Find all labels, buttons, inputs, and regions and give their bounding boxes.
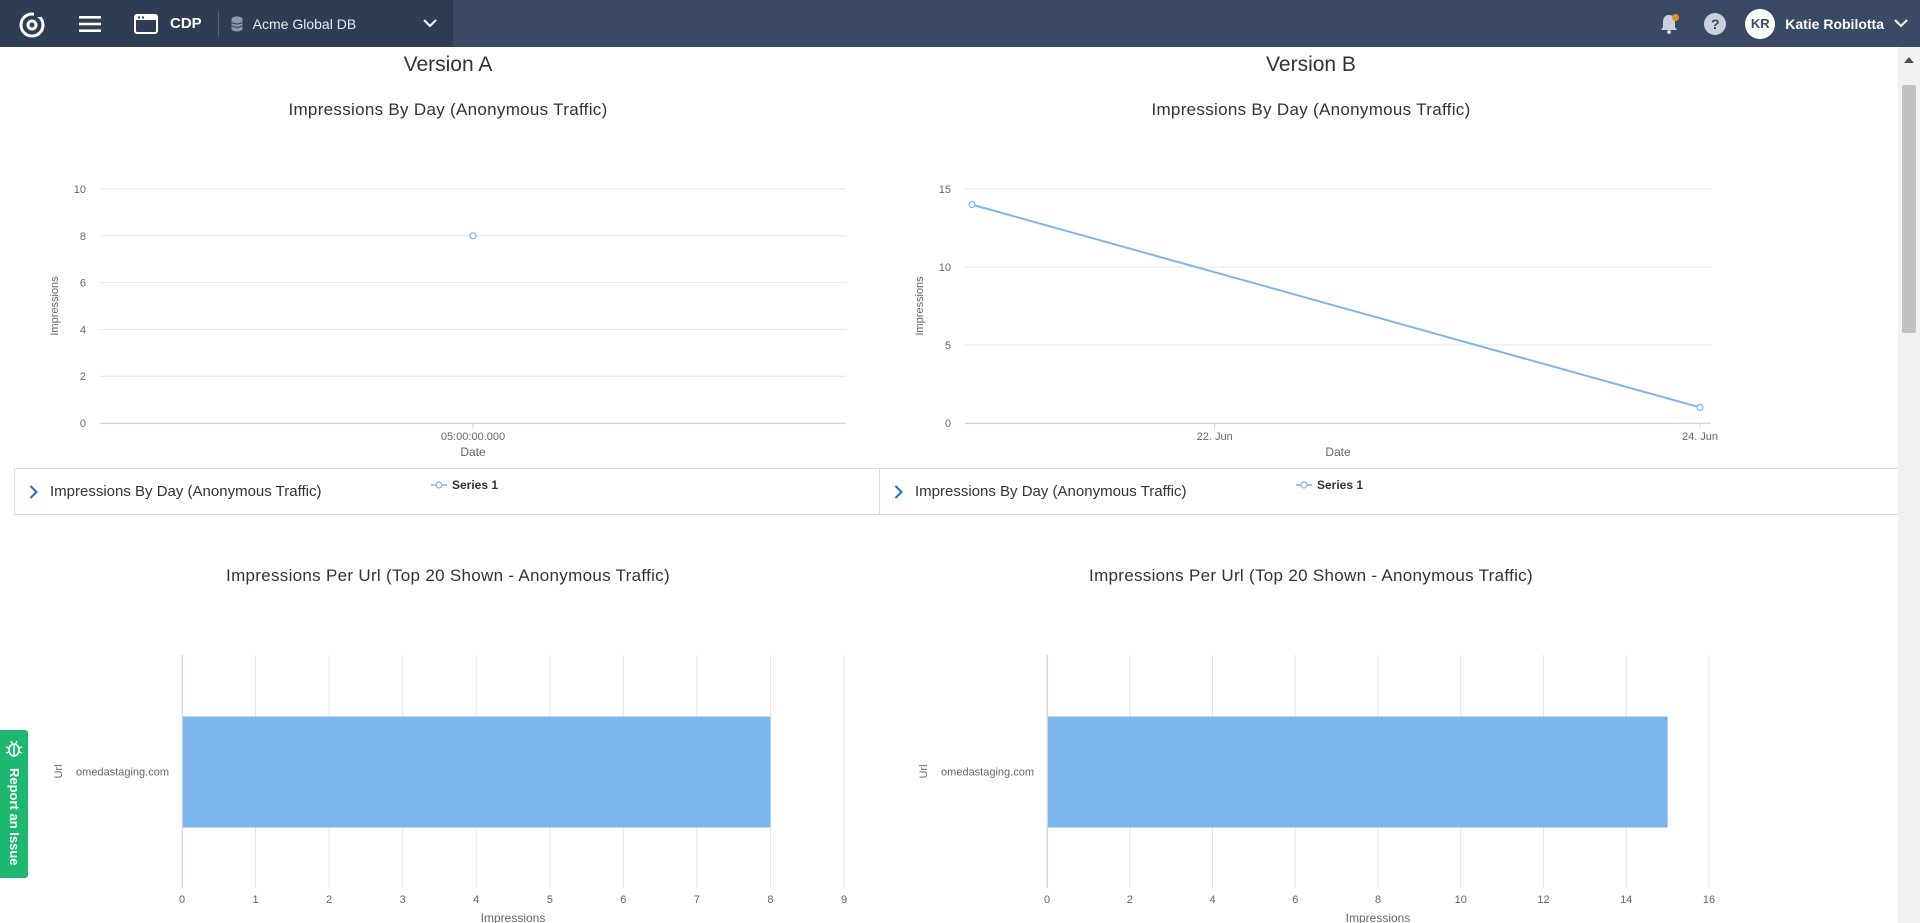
version-b-impressions-per-url-chart: 0 2 4 6 8 10 12 14 16 omedastaging.com Url Impressi… — [918, 655, 1715, 923]
data-point — [469, 232, 477, 240]
notifications-button[interactable] — [1649, 0, 1689, 47]
x-tick-label: 6 — [620, 894, 626, 906]
x-tick-label: 22. Jun — [1197, 431, 1233, 443]
help-button[interactable]: ? — [1689, 0, 1741, 47]
version-b-title: Version B — [1266, 53, 1356, 76]
top-navigation-bar: CDP Acme Global DB ? — [0, 0, 1920, 47]
x-tick-label: 16 — [1703, 894, 1715, 906]
y-tick-label: 2 — [80, 371, 86, 383]
bug-icon — [5, 740, 23, 757]
topbar-left-group: CDP Acme Global DB — [0, 0, 453, 47]
version-b-line-chart-title: Impressions By Day (Anonymous Traffic) — [1151, 100, 1471, 119]
report-issue-tab[interactable]: Report an Issue — [0, 730, 28, 878]
chevron-down-icon — [423, 19, 437, 28]
app-logo-icon — [19, 10, 45, 37]
data-point — [1696, 403, 1704, 411]
app-name: CDP — [170, 15, 202, 32]
topbar-divider — [217, 10, 219, 37]
version-a-title: Version A — [403, 53, 493, 76]
version-a-accordion-toggle[interactable]: Impressions By Day (Anonymous Traffic) — [15, 469, 880, 514]
version-b-accordion-label: Impressions By Day (Anonymous Traffic) — [915, 483, 1187, 500]
x-tick-label: 8 — [767, 894, 773, 906]
y-tick-label: 5 — [945, 340, 951, 352]
y-axis-label: Impressions — [49, 276, 61, 336]
x-tick-label: 2 — [326, 894, 332, 906]
x-tick-label: 12 — [1537, 894, 1549, 906]
app-switcher-button[interactable]: CDP — [116, 0, 212, 47]
y-tick-label: 0 — [80, 418, 86, 430]
x-tick-label: 0 — [179, 894, 185, 906]
y-tick-label: 6 — [80, 278, 86, 290]
y-axis-label: Url — [53, 764, 65, 778]
version-a-impressions-by-day-chart: 0 2 4 6 8 10 Impressions Date 05:00:00.000 Series… — [49, 184, 846, 492]
y-tick-label: 0 — [945, 418, 951, 430]
vertical-scrollbar[interactable] — [1898, 47, 1920, 923]
x-tick-label: 9 — [841, 894, 847, 906]
version-b-impressions-by-day-chart: 0 5 10 15 Impressions Date 22. Jun 24. Jun Serie… — [914, 184, 1718, 492]
x-tick-label: 14 — [1620, 894, 1632, 906]
y-axis-label: Url — [918, 764, 930, 778]
x-tick-label: 2 — [1127, 894, 1133, 906]
data-point — [968, 200, 976, 209]
version-a-accordion-label: Impressions By Day (Anonymous Traffic) — [50, 483, 322, 500]
chevron-right-icon — [894, 484, 903, 499]
report-content: Version A Version B Impressions By Day (… — [0, 47, 1898, 923]
x-tick-label: 24. Jun — [1682, 431, 1718, 443]
topbar-right-group: ? KR Katie Robilotta — [1649, 0, 1920, 47]
version-a-impressions-per-url-chart: 0 1 2 3 4 5 6 7 8 9 omedastaging.com Url Impressions… — [53, 655, 847, 923]
x-tick-label: 1 — [252, 894, 258, 906]
y-tick-label: 10 — [74, 184, 86, 196]
x-tick-label: 7 — [694, 894, 700, 906]
y-tick-label: 8 — [80, 231, 86, 243]
home-logo-button[interactable] — [0, 0, 64, 47]
x-tick-label: 4 — [1209, 894, 1215, 906]
report-issue-label: Report an Issue — [7, 768, 22, 866]
version-b-bar-chart-title: Impressions Per Url (Top 20 Shown - Anon… — [1089, 566, 1533, 585]
avatar: KR — [1745, 8, 1776, 39]
series-line — [971, 203, 1701, 409]
hamburger-menu-button[interactable] — [64, 0, 116, 47]
x-tick-label: 10 — [1455, 894, 1467, 906]
legend-point-marker — [1300, 481, 1308, 489]
database-name: Acme Global DB — [252, 15, 357, 32]
x-tick-label: 05:00:00.000 — [441, 431, 505, 443]
y-tick-label: 4 — [80, 324, 86, 336]
x-tick-label: 5 — [547, 894, 553, 906]
chart-data-accordion-row: Impressions By Day (Anonymous Traffic) I… — [14, 468, 1898, 515]
x-axis-label: Impressions — [481, 911, 546, 923]
x-tick-label: 3 — [400, 894, 406, 906]
x-tick-label: 6 — [1292, 894, 1298, 906]
bar — [1048, 716, 1668, 828]
database-icon — [230, 16, 243, 31]
chevron-right-icon — [29, 484, 38, 499]
y-tick-label: 15 — [939, 184, 951, 196]
scroll-up-arrow-icon[interactable] — [1904, 57, 1914, 63]
bar — [183, 716, 771, 828]
x-axis-label: Date — [460, 445, 486, 459]
x-tick-label: 8 — [1375, 894, 1381, 906]
y-axis-label: Impressions — [914, 276, 926, 336]
x-axis-label: Impressions — [1346, 911, 1411, 923]
help-icon: ? — [1704, 12, 1727, 35]
version-b-accordion-toggle[interactable]: Impressions By Day (Anonymous Traffic) — [880, 469, 1898, 514]
legend-item-label: Series 1 — [1317, 478, 1363, 492]
y-tick-label: 10 — [939, 262, 951, 274]
notification-dot — [1672, 14, 1680, 21]
y-category-label: omedastaging.com — [76, 767, 169, 779]
user-name: Katie Robilotta — [1785, 15, 1884, 32]
version-a-line-chart-title: Impressions By Day (Anonymous Traffic) — [288, 100, 608, 119]
scrollbar-thumb[interactable] — [1902, 85, 1916, 333]
legend-point-marker — [435, 481, 443, 489]
database-selector[interactable]: Acme Global DB — [230, 0, 453, 47]
user-menu[interactable]: KR Katie Robilotta — [1741, 8, 1920, 39]
version-a-bar-chart-title: Impressions Per Url (Top 20 Shown - Anon… — [226, 566, 670, 585]
y-category-label: omedastaging.com — [941, 767, 1034, 779]
x-tick-label: 0 — [1044, 894, 1050, 906]
legend-item-label: Series 1 — [452, 478, 498, 492]
browser-window-icon — [134, 13, 158, 34]
x-tick-label: 4 — [473, 894, 479, 906]
x-axis-label: Date — [1325, 445, 1351, 459]
hamburger-icon — [79, 15, 101, 32]
chevron-down-icon — [1894, 19, 1908, 28]
